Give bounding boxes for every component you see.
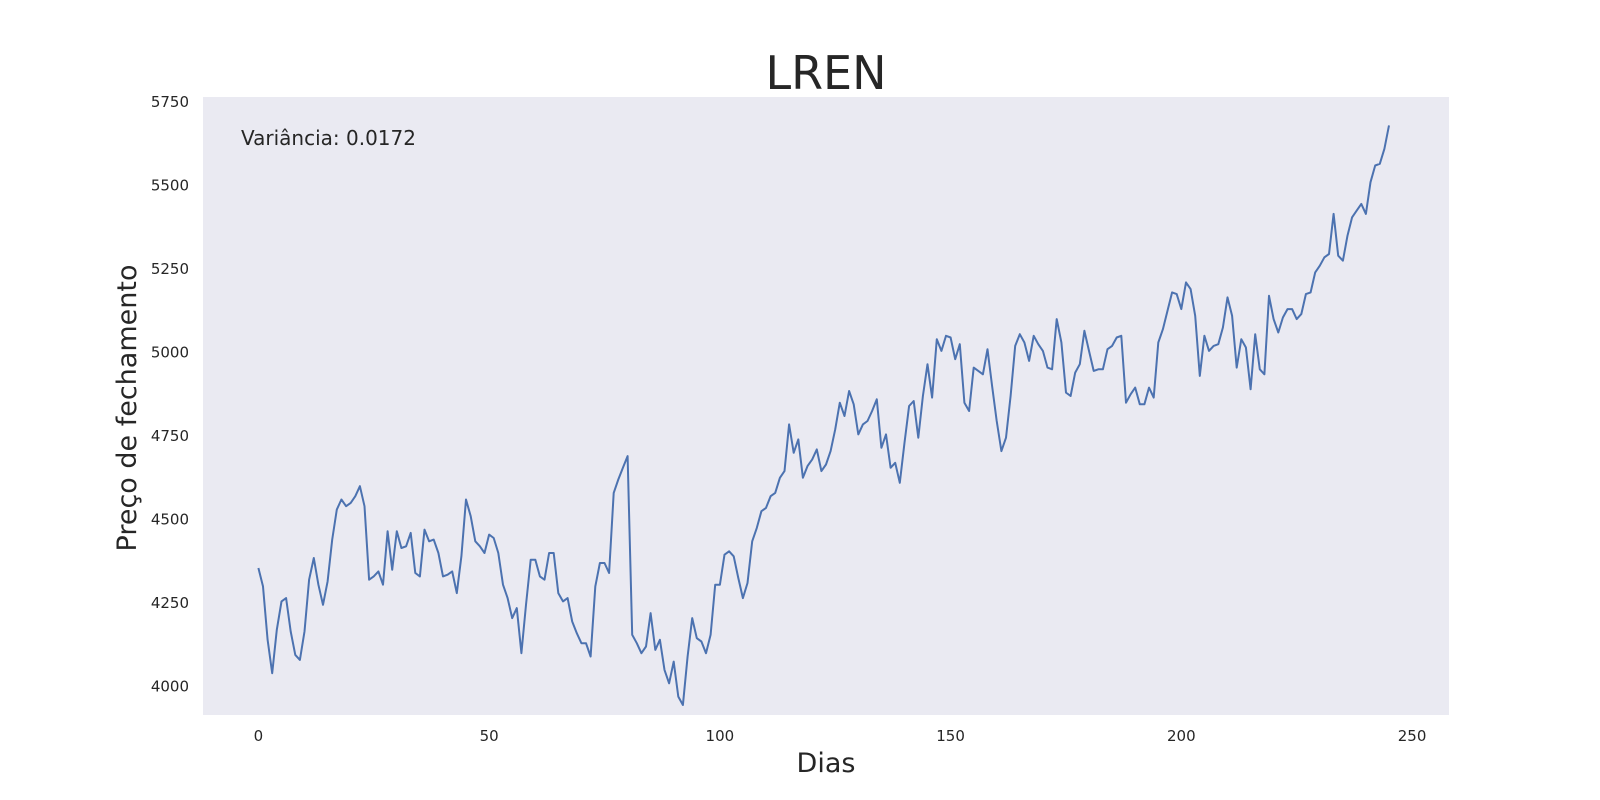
y-tick-label: 4500 bbox=[151, 511, 189, 529]
x-tick-label: 0 bbox=[254, 727, 264, 745]
x-tick-label: 50 bbox=[480, 727, 499, 745]
chart-annotation: Variância: 0.0172 bbox=[241, 126, 416, 150]
x-axis-label: Dias bbox=[797, 748, 856, 779]
plot-area bbox=[203, 97, 1449, 715]
x-tick-label: 150 bbox=[936, 727, 965, 745]
y-tick-label: 4000 bbox=[151, 678, 189, 696]
y-tick-label: 5250 bbox=[151, 260, 189, 278]
y-axis-ticks: 4000 4250 4500 4750 5000 5250 5500 5750 bbox=[151, 93, 189, 696]
y-tick-label: 5750 bbox=[151, 93, 189, 111]
y-tick-label: 4750 bbox=[151, 427, 189, 445]
x-axis-ticks: 0 50 100 150 200 250 bbox=[254, 727, 1427, 745]
x-tick-label: 250 bbox=[1398, 727, 1427, 745]
y-tick-label: 4250 bbox=[151, 594, 189, 612]
x-tick-label: 100 bbox=[706, 727, 735, 745]
y-tick-label: 5500 bbox=[151, 177, 189, 195]
series-line bbox=[257, 125, 1390, 706]
y-tick-label: 5000 bbox=[151, 344, 189, 362]
chart-title: LREN bbox=[765, 46, 886, 100]
y-axis-label: Preço de fechamento bbox=[112, 265, 143, 552]
x-tick-label: 200 bbox=[1167, 727, 1196, 745]
